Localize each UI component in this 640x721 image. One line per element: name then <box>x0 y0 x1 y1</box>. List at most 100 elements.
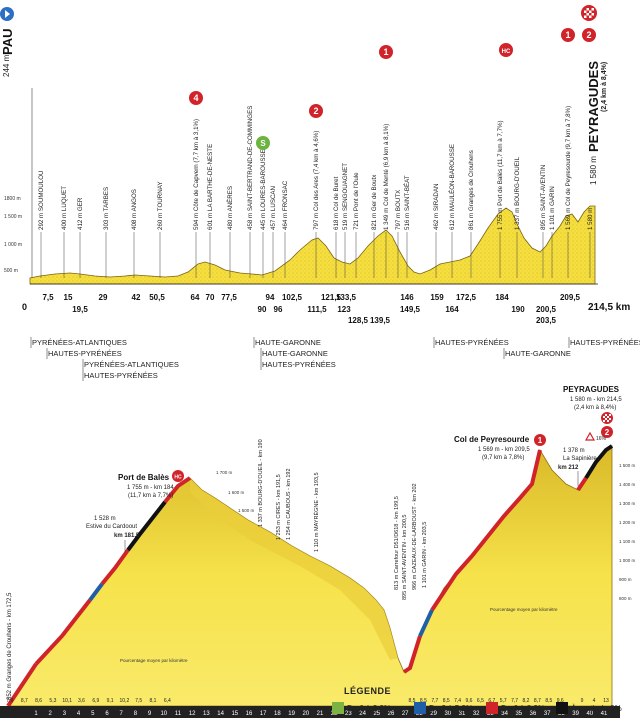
region: HAUTE-GARONNE <box>505 349 571 358</box>
km-label: 203,5 <box>536 316 557 325</box>
cardoout-name: Estive du Cardoout <box>86 524 137 530</box>
badge-bales-text: HC <box>502 49 511 55</box>
badge-finish-text: 2 <box>586 30 591 40</box>
place-label: 303 m TARBES <box>103 187 110 230</box>
place-label: 797 m Col des Ares (7,4 km à 4,6%) <box>313 131 320 230</box>
km-label: 123 <box>337 305 351 314</box>
finish-flag-icon <box>581 5 597 21</box>
place-label: 1 569 m Col de Peyresourde (9,7 km à 7,8… <box>565 106 572 230</box>
km-label: 102,5 <box>282 293 303 302</box>
slope-value: 9,1 <box>107 698 114 704</box>
detail-km-number: 18 <box>274 711 281 717</box>
km-label: 200,5 <box>536 305 557 314</box>
km-label: 159 <box>430 293 444 302</box>
avg-slope-note-1: Pourcentage moyen par kilomètre <box>120 658 188 663</box>
detail-km-number: 3 <box>63 711 67 717</box>
km-label: 128,5 <box>348 316 369 325</box>
steep-warning-icon: 16% <box>584 431 607 442</box>
km-zero: 0 <box>22 302 27 312</box>
detail-km-number: 4 <box>77 711 81 717</box>
side-tick: 1 500 m <box>238 508 255 513</box>
side-tick: 1 600 m <box>228 490 245 495</box>
crouhens-label: 852 m Granges de Crouhens - km 172,5 <box>7 592 13 700</box>
detail-km-bar <box>0 706 620 718</box>
km-label: 64 <box>191 293 200 302</box>
km-label: 77,5 <box>221 293 237 302</box>
legend-item-easy: De 0 à 2,9% <box>332 702 391 714</box>
alt-tick: 900 m <box>619 577 632 582</box>
km-label: 111,5 <box>307 305 327 314</box>
detail-km-number: 38 <box>558 711 565 717</box>
finish-name: PEYRAGUDES <box>586 61 601 152</box>
badge-mente-text: 1 <box>383 47 388 57</box>
slope-value: 3,6 <box>78 698 85 704</box>
legend-label: De 0 à 2,9% <box>347 703 392 713</box>
place-label: 445 m LOURES-BAROUSSE <box>260 149 267 230</box>
place-label: 519 m SENGOUAGNET <box>342 163 349 230</box>
place-label: 895 m SAINT-AVENTIN <box>540 165 547 230</box>
detail-km-number: 34 <box>501 711 508 717</box>
overview-y-axis: 1800 m 1 500 m 1 000 m 500 m <box>4 196 22 274</box>
legend-swatch <box>486 702 498 714</box>
place-label: 516 m SAINT-BÉAT <box>404 175 411 230</box>
region: PYRÉNÉES-ATLANTIQUES <box>84 360 179 369</box>
side-altitude-ticks: 1 700 m 1 600 m 1 500 m <box>216 470 255 513</box>
badge-bales: HC <box>499 43 513 57</box>
detail-shadow <box>190 478 398 660</box>
start-marker <box>0 7 14 21</box>
detail-km-number: 1 <box>34 711 38 717</box>
region: HAUTES-PYRÉNÉES <box>84 371 158 380</box>
slope-value: 10,1 <box>62 698 72 704</box>
legend: LÉGENDE De 0 à 2,9% De 3 à 5,9% De 6 à 8… <box>300 686 640 721</box>
km-label: 121,5 <box>321 293 342 302</box>
detail-km-number: 31 <box>459 711 466 717</box>
legend-label: À partir de 9% <box>571 703 622 713</box>
alt-tick: 1 400 m <box>619 482 636 487</box>
detail-km-number: 16 <box>246 711 253 717</box>
place-label: 601 m LA BARTHE-DE-NESTE <box>207 144 214 230</box>
place-label: 612 m MAULÉON-BAROUSSE <box>449 144 456 230</box>
detail-km-number: 6 <box>105 711 109 717</box>
detail-km-number: 21 <box>317 711 324 717</box>
detail-km-number: 2 <box>49 711 53 717</box>
detail-km-number: 26 <box>388 711 395 717</box>
place-label: 408 m ANGOS <box>131 189 138 230</box>
slope-value: 8,5 <box>409 698 416 704</box>
slope-value: 6,5 <box>477 698 484 704</box>
km-label: 90 <box>258 305 267 314</box>
detail-profile <box>7 445 613 707</box>
slope-value: 10,2 <box>120 698 130 704</box>
place-label: 457 m LUSCAN <box>270 186 277 230</box>
place-label: 458 m SAINT-BERTRAND-DE-COMMINGES <box>247 106 254 230</box>
badge-peyresourde-text: 1 <box>565 30 570 40</box>
km-label: 164 <box>445 305 459 314</box>
slope-value: 7,5 <box>135 698 142 704</box>
detail-km-number: 30 <box>444 711 451 717</box>
detail-km-number: 5 <box>91 711 95 717</box>
region-labels: PYRÉNÉES-ATLANTIQUES HAUTES-PYRÉNÉES PYR… <box>32 338 640 380</box>
detail-km-number: 25 <box>373 711 380 717</box>
badge-capvern-text: 4 <box>193 93 198 103</box>
descent-place: 813 m Carrefour D51/D618 - km 199,5 <box>394 496 400 590</box>
badge-capvern: 4 <box>189 91 203 105</box>
descent-place: 1 337 m BOURG-D'OUEIL - km 190 <box>258 439 264 527</box>
cardoout-km: km 181,5 <box>114 533 140 539</box>
sprint-badge: S <box>256 136 270 150</box>
badge-ares: 2 <box>309 104 323 118</box>
slope-value: 6,7 <box>488 698 495 704</box>
detail-alt-axis: 1 500 m 1 400 m 1 300 m 1 200 m 1 100 m … <box>619 463 636 601</box>
km-label: 94 <box>266 293 275 302</box>
place-label: 821 m Ger de Boutx <box>371 174 378 230</box>
place-label: 464 m FRONSAC <box>282 180 289 230</box>
detail-km-number: 22 <box>331 711 338 717</box>
detail-km-number: 19 <box>288 711 295 717</box>
bales-badge: HC <box>172 470 184 482</box>
y-tick: 1 500 m <box>4 214 22 220</box>
start-altitude: 244 m <box>2 54 11 77</box>
region: HAUTE-GARONNE <box>255 338 321 347</box>
detail-km-number: 23 <box>345 711 352 717</box>
finish-sub: (2,4 km à 8,4%) <box>601 62 608 112</box>
km-label: 19,5 <box>72 305 88 314</box>
finish-detail-line2: (2,4 km à 8,4%) <box>574 405 616 411</box>
km-label: 133,5 <box>336 293 357 302</box>
